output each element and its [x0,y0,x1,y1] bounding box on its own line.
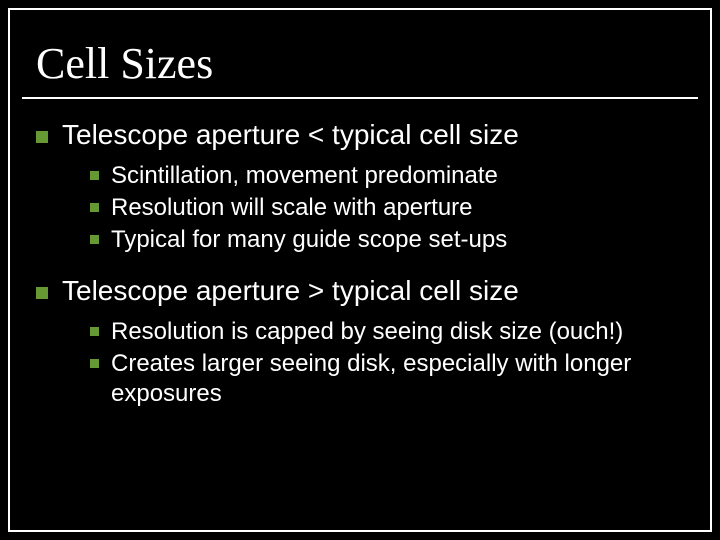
bullet-level1: Telescope aperture < typical cell size [36,119,692,151]
bullet-level1: Telescope aperture > typical cell size [36,275,692,307]
bullet-level2: Scintillation, movement predominate [90,161,692,191]
sub-bullet-group: Scintillation, movement predominate Reso… [90,161,692,255]
bullet-level2: Creates larger seeing disk, especially w… [90,349,692,409]
bullet-text: Scintillation, movement predominate [111,161,692,191]
square-bullet-icon [90,235,99,244]
square-bullet-icon [90,327,99,336]
bullet-level2: Typical for many guide scope set-ups [90,225,692,255]
slide-title: Cell Sizes [28,20,692,97]
bullet-level2: Resolution is capped by seeing disk size… [90,317,692,347]
square-bullet-icon [90,171,99,180]
bullet-text: Creates larger seeing disk, especially w… [111,349,692,409]
square-bullet-icon [36,131,48,143]
bullet-text: Resolution will scale with aperture [111,193,692,223]
bullet-text: Typical for many guide scope set-ups [111,225,692,255]
sub-bullet-group: Resolution is capped by seeing disk size… [90,317,692,409]
square-bullet-icon [90,203,99,212]
bullet-level2: Resolution will scale with aperture [90,193,692,223]
square-bullet-icon [36,287,48,299]
slide-content: Telescope aperture < typical cell size S… [28,119,692,409]
square-bullet-icon [90,359,99,368]
bullet-text: Telescope aperture < typical cell size [62,119,519,151]
bullet-text: Telescope aperture > typical cell size [62,275,519,307]
bullet-text: Resolution is capped by seeing disk size… [111,317,692,347]
title-underline [22,97,698,99]
slide: Cell Sizes Telescope aperture < typical … [0,0,720,540]
